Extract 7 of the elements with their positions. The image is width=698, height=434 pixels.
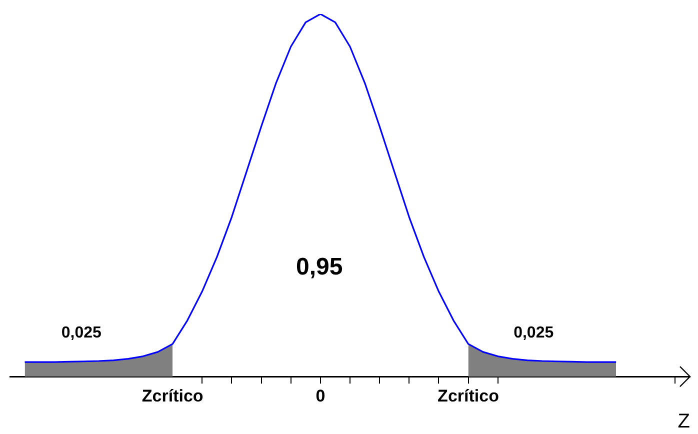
annotation: 0,025: [61, 324, 102, 342]
x-tick-label: 0: [316, 386, 326, 406]
x-axis-title: Z: [678, 410, 690, 433]
x-tick-label: Zcrítico: [438, 386, 499, 406]
annotation: 0,025: [514, 324, 554, 342]
annotation: 0,95: [296, 253, 343, 280]
x-tick-label: Zcrítico: [142, 386, 204, 406]
